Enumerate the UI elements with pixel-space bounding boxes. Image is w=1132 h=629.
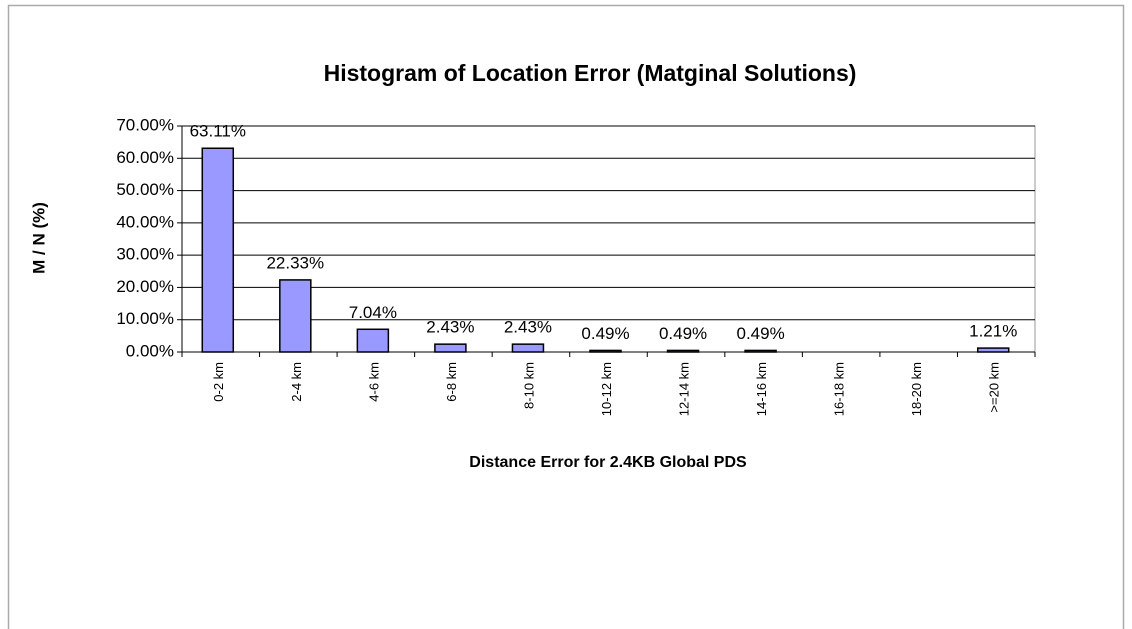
chart-frame xyxy=(7,4,1125,629)
bar xyxy=(589,349,622,353)
y-tick-label: 70.00% xyxy=(116,115,174,134)
bar xyxy=(279,279,312,353)
bar xyxy=(511,343,545,353)
data-label: 0.49% xyxy=(736,324,784,343)
x-tick-label: 2-4 km xyxy=(289,362,304,402)
bar xyxy=(666,349,700,353)
x-tick-label: 8-10 km xyxy=(521,362,536,409)
y-tick-label: 10.00% xyxy=(116,309,174,328)
data-label: 63.11% xyxy=(190,122,246,141)
x-tick-label: 6-8 km xyxy=(444,362,459,402)
y-tick-label: 20.00% xyxy=(116,277,174,296)
x-tick-label: 0-2 km xyxy=(211,362,226,402)
y-tick-label: 50.00% xyxy=(116,180,174,199)
y-tick-label: 60.00% xyxy=(116,148,174,167)
y-axis-label: M / N (%) xyxy=(29,202,48,274)
x-tick-label: 14-16 km xyxy=(754,362,769,416)
x-tick-label: 10-12 km xyxy=(599,362,614,416)
x-tick-label: 12-14 km xyxy=(676,362,691,416)
x-tick-label: 16-18 km xyxy=(832,362,847,416)
data-label: 1.21% xyxy=(969,322,1017,341)
bar xyxy=(976,347,1010,353)
x-axis-label: Distance Error for 2.4KB Global PDS xyxy=(469,454,747,471)
data-label: 2.43% xyxy=(504,318,552,337)
data-label: 22.33% xyxy=(266,253,324,272)
data-label: 7.04% xyxy=(349,303,397,322)
bar xyxy=(434,343,467,353)
y-tick-label: 40.00% xyxy=(116,212,174,231)
chart-title: Histogram of Location Error (Matginal So… xyxy=(324,60,857,86)
y-tick-label: 0.00% xyxy=(126,341,174,360)
data-label: 2.43% xyxy=(426,318,474,337)
data-label: 0.49% xyxy=(581,324,629,343)
x-tick-label: >=20 km xyxy=(987,362,1002,413)
x-tick-label: 4-6 km xyxy=(366,362,381,402)
bar xyxy=(201,147,235,353)
x-tick-label: 18-20 km xyxy=(909,362,924,416)
bar xyxy=(744,349,777,353)
data-label: 0.49% xyxy=(659,324,707,343)
bar xyxy=(356,328,390,353)
y-tick-label: 30.00% xyxy=(116,245,174,264)
